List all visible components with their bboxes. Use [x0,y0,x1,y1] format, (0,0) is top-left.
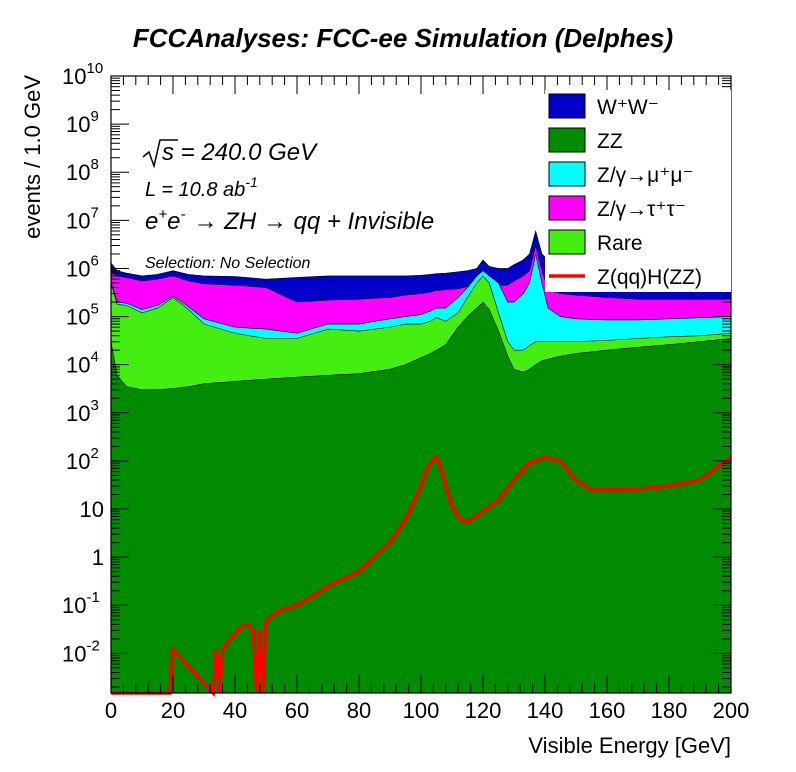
y-tick-base: 10 [66,305,90,330]
x-tick-label: 0 [105,698,117,723]
chart-title: FCCAnalyses: FCC-ee Simulation (Delphes) [133,23,673,53]
legend-label-zmumu: Z/γ→μ⁺μ⁻ [597,164,694,187]
luminosity-annotation: L = 10.8 ab-1 [145,174,258,201]
legend-label-ww: W⁺W⁻ [597,96,659,119]
y-tick-label: 1 [92,545,104,570]
series-line-signal [111,454,733,698]
y-tick-label: 108 [66,156,99,185]
legend-background [545,90,731,292]
x-tick-label: 40 [223,698,247,723]
sqrt-s-text: s = 240.0 GeV [162,139,318,166]
y-tick-base: 1 [92,545,104,570]
x-tick-label: 160 [589,698,626,723]
y-tick-label: 10 [80,497,104,522]
y-tick-exponent: 2 [90,445,98,462]
y-tick-base: 10 [66,208,90,233]
legend: W⁺W⁻ ZZ Z/γ→μ⁺μ⁻ Z/γ→τ⁺τ⁻ Rare Z(qq)H(ZZ) [545,90,731,292]
y-tick-base: 10 [66,401,90,426]
y-tick-exponent: -2 [86,637,99,654]
x-tick-label: 200 [713,698,750,723]
process-text: → ZH → qq + Invisible [193,208,434,235]
x-tick-label: 120 [465,698,502,723]
y-tick-base: 10 [62,593,86,618]
x-axis-ticks: 0 20 40 60 80 100 120 140 160 180 200 [105,76,749,723]
y-tick-base: 10 [66,353,90,378]
y-tick-exponent: 6 [90,252,98,269]
y-tick-exponent: 8 [90,156,98,173]
x-tick-label: 180 [651,698,688,723]
y-axis-label: events / 1.0 GeV [20,75,45,239]
legend-swatch-zmumu [548,161,586,187]
y-tick-label: 104 [66,349,99,378]
y-tick-label: 106 [66,252,99,281]
y-tick-label: 10-2 [62,637,100,666]
y-tick-exponent: -1 [86,589,99,606]
y-tick-base: 10 [80,497,104,522]
x-tick-label: 80 [347,698,371,723]
y-tick-label: 103 [66,397,99,426]
y-tick-label: 107 [66,204,99,233]
y-tick-exponent: 10 [86,60,103,77]
x-tick-label: 20 [161,698,185,723]
y-tick-base: 10 [66,112,90,137]
luminosity-exponent: -1 [245,174,257,190]
sqrt-s-annotation: s = 240.0 GeV [142,139,318,169]
legend-swatch-ztautau [548,195,586,221]
legend-label-signal: Z(qq)H(ZZ) [597,266,702,289]
x-tick-label: 60 [285,698,309,723]
y-tick-label: 102 [66,445,99,474]
selection-annotation: Selection: No Selection [145,255,311,272]
y-tick-base: 10 [66,160,90,185]
y-tick-label: 10-1 [62,589,100,618]
y-tick-label: 109 [66,108,99,137]
y-tick-exponent: 9 [90,108,98,125]
y-tick-label: 1010 [62,60,103,89]
x-tick-label: 140 [527,698,564,723]
legend-swatch-zz [548,127,586,153]
luminosity-text: L = 10.8 ab [145,179,245,201]
legend-label-zz: ZZ [597,130,623,153]
y-tick-exponent: 7 [90,204,98,221]
y-tick-exponent: 3 [90,397,98,414]
annotations: s = 240.0 GeV L = 10.8 ab-1 e+e- → ZH → q… [142,139,434,272]
y-tick-base: 10 [66,449,90,474]
x-tick-label: 100 [403,698,440,723]
x-axis-label: Visible Energy [GeV] [528,733,731,758]
y-tick-base: 10 [62,641,86,666]
y-tick-exponent: 5 [90,301,98,318]
legend-label-rare: Rare [597,232,643,255]
y-tick-base: 10 [66,256,90,281]
y-tick-base: 10 [62,64,86,89]
y-tick-exponent: 4 [90,349,98,366]
sqrt-symbol [142,139,178,169]
process-annotation: e+e- → ZH → qq + Invisible [145,206,434,235]
legend-swatch-rare [548,229,586,255]
legend-label-ztautau: Z/γ→τ⁺τ⁻ [597,198,686,221]
y-tick-label: 105 [66,301,99,330]
legend-swatch-ww [548,93,586,119]
series-area-zz [110,301,732,694]
